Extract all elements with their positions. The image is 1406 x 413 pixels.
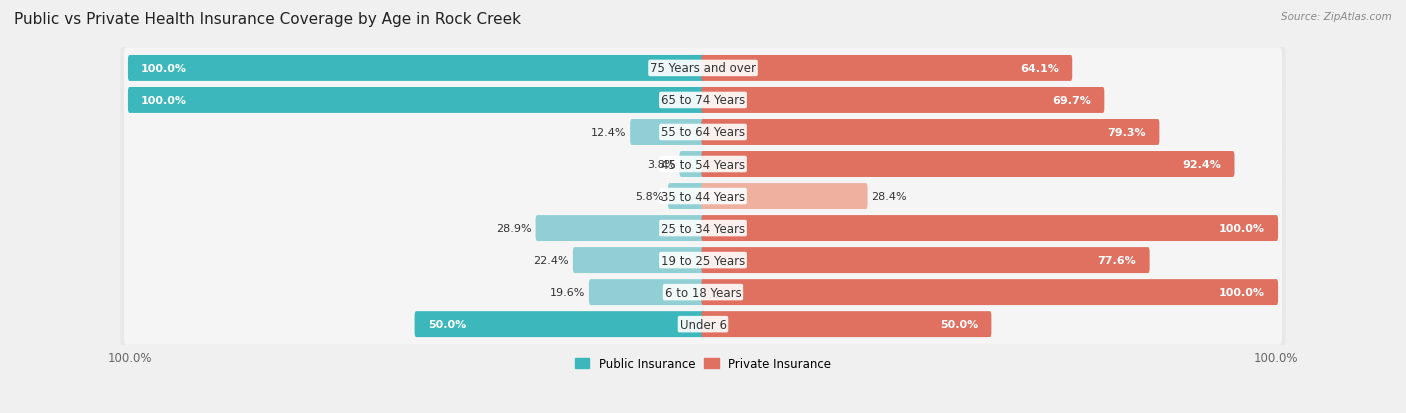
FancyBboxPatch shape <box>124 208 1282 249</box>
FancyBboxPatch shape <box>121 204 1285 254</box>
FancyBboxPatch shape <box>630 120 704 146</box>
Text: 100.0%: 100.0% <box>1219 223 1265 233</box>
FancyBboxPatch shape <box>415 311 704 337</box>
FancyBboxPatch shape <box>121 268 1285 317</box>
FancyBboxPatch shape <box>124 272 1282 313</box>
FancyBboxPatch shape <box>702 88 1104 114</box>
Text: 69.7%: 69.7% <box>1052 96 1091 106</box>
FancyBboxPatch shape <box>702 280 1278 305</box>
Text: 12.4%: 12.4% <box>591 128 626 138</box>
Text: 100.0%: 100.0% <box>1219 287 1265 297</box>
FancyBboxPatch shape <box>121 299 1285 349</box>
FancyBboxPatch shape <box>702 120 1160 146</box>
FancyBboxPatch shape <box>121 108 1285 158</box>
Text: 5.8%: 5.8% <box>636 192 664 202</box>
FancyBboxPatch shape <box>702 56 1073 82</box>
Text: 28.4%: 28.4% <box>872 192 907 202</box>
FancyBboxPatch shape <box>128 56 704 82</box>
FancyBboxPatch shape <box>121 76 1285 126</box>
Text: 77.6%: 77.6% <box>1098 256 1136 266</box>
FancyBboxPatch shape <box>702 152 1234 178</box>
Text: Under 6: Under 6 <box>679 318 727 331</box>
Text: 55 to 64 Years: 55 to 64 Years <box>661 126 745 139</box>
Text: 28.9%: 28.9% <box>496 223 531 233</box>
Text: 45 to 54 Years: 45 to 54 Years <box>661 158 745 171</box>
Text: 100.0%: 100.0% <box>141 64 187 74</box>
Text: 65 to 74 Years: 65 to 74 Years <box>661 94 745 107</box>
FancyBboxPatch shape <box>702 216 1278 242</box>
FancyBboxPatch shape <box>702 311 991 337</box>
FancyBboxPatch shape <box>124 112 1282 153</box>
FancyBboxPatch shape <box>121 235 1285 285</box>
FancyBboxPatch shape <box>572 247 704 273</box>
Text: 92.4%: 92.4% <box>1182 159 1222 170</box>
FancyBboxPatch shape <box>124 144 1282 185</box>
Text: Public vs Private Health Insurance Coverage by Age in Rock Creek: Public vs Private Health Insurance Cover… <box>14 12 522 27</box>
FancyBboxPatch shape <box>128 88 704 114</box>
Text: 50.0%: 50.0% <box>941 319 979 329</box>
FancyBboxPatch shape <box>121 140 1285 190</box>
FancyBboxPatch shape <box>124 304 1282 345</box>
Text: 22.4%: 22.4% <box>533 256 569 266</box>
FancyBboxPatch shape <box>702 247 1150 273</box>
Text: 35 to 44 Years: 35 to 44 Years <box>661 190 745 203</box>
Text: 6 to 18 Years: 6 to 18 Years <box>665 286 741 299</box>
FancyBboxPatch shape <box>121 44 1285 94</box>
Text: 100.0%: 100.0% <box>141 96 187 106</box>
FancyBboxPatch shape <box>668 184 704 209</box>
FancyBboxPatch shape <box>536 216 704 242</box>
FancyBboxPatch shape <box>679 152 704 178</box>
FancyBboxPatch shape <box>702 184 868 209</box>
FancyBboxPatch shape <box>124 80 1282 121</box>
FancyBboxPatch shape <box>124 240 1282 281</box>
Text: 79.3%: 79.3% <box>1108 128 1146 138</box>
Text: 3.8%: 3.8% <box>647 159 675 170</box>
Text: 19.6%: 19.6% <box>550 287 585 297</box>
Text: 50.0%: 50.0% <box>427 319 465 329</box>
Text: Source: ZipAtlas.com: Source: ZipAtlas.com <box>1281 12 1392 22</box>
FancyBboxPatch shape <box>124 48 1282 89</box>
FancyBboxPatch shape <box>121 172 1285 221</box>
Legend: Public Insurance, Private Insurance: Public Insurance, Private Insurance <box>571 352 835 375</box>
Text: 75 Years and over: 75 Years and over <box>650 62 756 75</box>
FancyBboxPatch shape <box>124 176 1282 217</box>
Text: 64.1%: 64.1% <box>1021 64 1059 74</box>
FancyBboxPatch shape <box>589 280 704 305</box>
Text: 25 to 34 Years: 25 to 34 Years <box>661 222 745 235</box>
Text: 19 to 25 Years: 19 to 25 Years <box>661 254 745 267</box>
